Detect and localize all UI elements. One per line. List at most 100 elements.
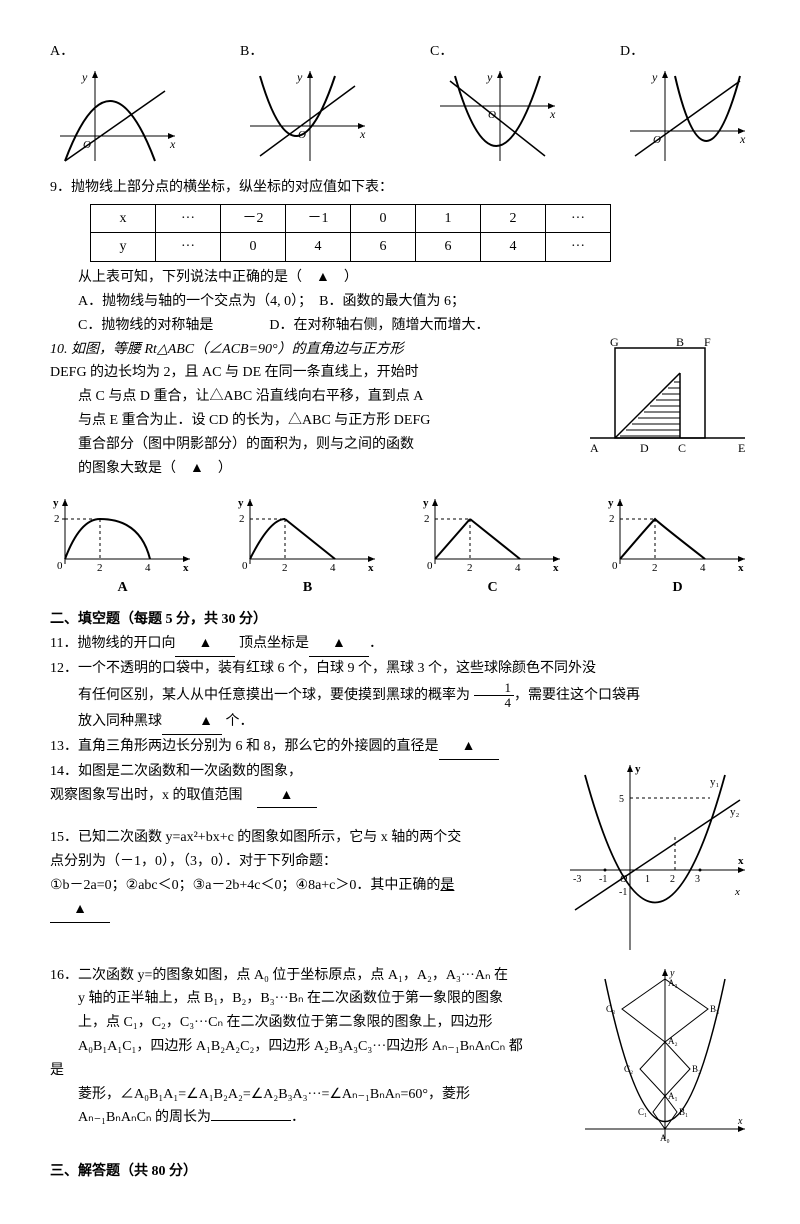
q10-diagram: G B F A D C E: [580, 338, 750, 487]
svg-text:0: 0: [57, 560, 63, 572]
q13-blank: ▲: [439, 735, 499, 760]
svg-text:y: y: [81, 70, 88, 84]
svg-text:A₃: A₃: [668, 978, 678, 988]
svg-text:C₃: C₃: [606, 1004, 615, 1014]
q16-figure: x y A₀ A₁ A₂ A₃ B₁ B₂ B₃ C₁ C₂ C₃: [580, 964, 750, 1153]
svg-text:-1: -1: [599, 874, 607, 885]
svg-text:x: x: [737, 1116, 743, 1127]
svg-text:4: 4: [330, 562, 336, 574]
svg-text:C₂: C₂: [624, 1064, 633, 1074]
svg-text:-1: -1: [619, 887, 627, 898]
svg-text:A₂: A₂: [668, 1036, 678, 1046]
svg-text:y: y: [608, 497, 614, 509]
option-d-graph: x y O: [620, 66, 750, 166]
q9-text1: 9．抛物线上部分点的横坐标，纵坐标的对应值如下表：: [50, 176, 750, 200]
q10-option-graphs: 2 0 2 4 x y A 2 0 2 4 x y: [50, 494, 750, 600]
q12-fraction: 14: [474, 681, 515, 711]
svg-text:B₃: B₃: [710, 1004, 719, 1014]
q10-opt-c: 2 0 2 4 x y C: [420, 494, 565, 600]
svg-text:x: x: [738, 562, 744, 574]
q14-q15-figure: x y O 1 2 3 -1 -3 -1 5 y₁ y₂ x: [565, 760, 750, 964]
svg-text:A: A: [590, 441, 599, 455]
svg-text:x: x: [549, 107, 556, 121]
section2-title: 二、填空题（每题 5 分，共 30 分）: [50, 608, 750, 632]
svg-text:0: 0: [242, 560, 248, 572]
svg-text:D: D: [640, 441, 649, 455]
q9-optC: C．抛物线的对称轴是 D．在对称轴右侧，随增大而增大．: [50, 314, 750, 338]
q12: 12．一个不透明的口袋中，装有红球 6 个，白球 9 个，黑球 3 个，这些球除…: [50, 657, 750, 735]
svg-text:A₀: A₀: [660, 1133, 670, 1143]
option-d: D． x y O: [620, 40, 750, 166]
option-b-graph: x y O: [240, 66, 370, 166]
svg-text:2: 2: [652, 562, 658, 574]
svg-text:2: 2: [609, 513, 615, 525]
svg-text:B₁: B₁: [679, 1107, 688, 1117]
svg-text:A₁: A₁: [668, 1091, 678, 1101]
svg-text:0: 0: [427, 560, 433, 572]
svg-text:y: y: [423, 497, 429, 509]
svg-text:2: 2: [424, 513, 430, 525]
svg-text:y: y: [238, 497, 244, 509]
svg-text:F: F: [704, 338, 711, 349]
svg-text:2: 2: [97, 562, 103, 574]
svg-text:x: x: [169, 137, 176, 151]
q12-blank: ▲: [162, 710, 222, 735]
svg-text:B: B: [676, 338, 684, 349]
svg-text:x: x: [734, 886, 740, 898]
q11-blank2: ▲: [309, 632, 369, 657]
svg-text:x: x: [553, 562, 559, 574]
svg-text:x: x: [359, 127, 366, 141]
q9-text2: 从上表可知，下列说法中正确的是（ ▲ ）: [50, 266, 750, 290]
q15-blank: ▲: [50, 898, 110, 923]
svg-text:0: 0: [612, 560, 618, 572]
svg-text:5: 5: [619, 794, 624, 805]
q16-blank: [211, 1120, 291, 1121]
q9-table: x ··· －2 －1 0 1 2 ··· y ··· 0 4 6 6 4 ··…: [90, 204, 611, 263]
option-c: C． x y O: [430, 40, 560, 166]
svg-text:x: x: [368, 562, 374, 574]
svg-text:C₁: C₁: [638, 1107, 647, 1117]
svg-text:y: y: [486, 70, 493, 84]
svg-text:-3: -3: [573, 874, 581, 885]
q11: 11．抛物线的开口向▲ 顶点坐标是▲．: [50, 632, 750, 657]
option-d-label: D．: [620, 40, 644, 64]
q9-optA: A．抛物线与轴的一个交点为（4, 0）； B．函数的最大值为 6；: [50, 290, 750, 314]
q-top-options: A． x y O B． x y O C．: [50, 40, 750, 166]
option-b: B． x y O: [240, 40, 370, 166]
svg-text:2: 2: [670, 874, 675, 885]
svg-text:2: 2: [282, 562, 288, 574]
q10-opt-d: 2 0 2 4 x y D: [605, 494, 750, 600]
option-c-label: C．: [430, 40, 453, 64]
svg-text:C: C: [678, 441, 686, 455]
svg-text:1: 1: [645, 874, 650, 885]
q11-blank1: ▲: [175, 632, 235, 657]
svg-text:B₂: B₂: [692, 1064, 701, 1074]
q14-blank: ▲: [257, 784, 317, 809]
svg-text:2: 2: [54, 513, 60, 525]
q10-opt-b: 2 0 2 4 x y B: [235, 494, 380, 600]
svg-text:2: 2: [467, 562, 473, 574]
option-c-graph: x y O: [430, 66, 560, 166]
svg-text:y: y: [53, 497, 59, 509]
q13: 13．直角三角形两边长分别为 6 和 8，那么它的外接圆的直径是▲: [50, 735, 750, 760]
option-a-label: A．: [50, 40, 74, 64]
svg-text:x: x: [183, 562, 189, 574]
svg-text:y₂: y₂: [730, 806, 740, 818]
q10-opt-a: 2 0 2 4 x y A: [50, 494, 195, 600]
svg-text:4: 4: [515, 562, 521, 574]
svg-text:y: y: [651, 70, 658, 84]
svg-text:4: 4: [700, 562, 706, 574]
option-b-label: B．: [240, 40, 263, 64]
svg-text:x: x: [738, 855, 744, 867]
option-a-graph: x y O: [50, 66, 180, 166]
svg-text:y: y: [635, 763, 641, 775]
svg-text:y₁: y₁: [710, 776, 720, 788]
q9: 9．抛物线上部分点的横坐标，纵坐标的对应值如下表： x ··· －2 －1 0 …: [50, 176, 750, 338]
svg-text:E: E: [738, 441, 745, 455]
svg-text:3: 3: [695, 874, 700, 885]
q10: G B F A D C E 10. 如图，等腰 Rt△ABC（∠ACB=90°）…: [50, 338, 750, 487]
section3-title: 三、解答题（共 80 分）: [50, 1160, 750, 1184]
svg-text:4: 4: [145, 562, 151, 574]
svg-text:G: G: [610, 338, 619, 349]
svg-text:2: 2: [239, 513, 245, 525]
